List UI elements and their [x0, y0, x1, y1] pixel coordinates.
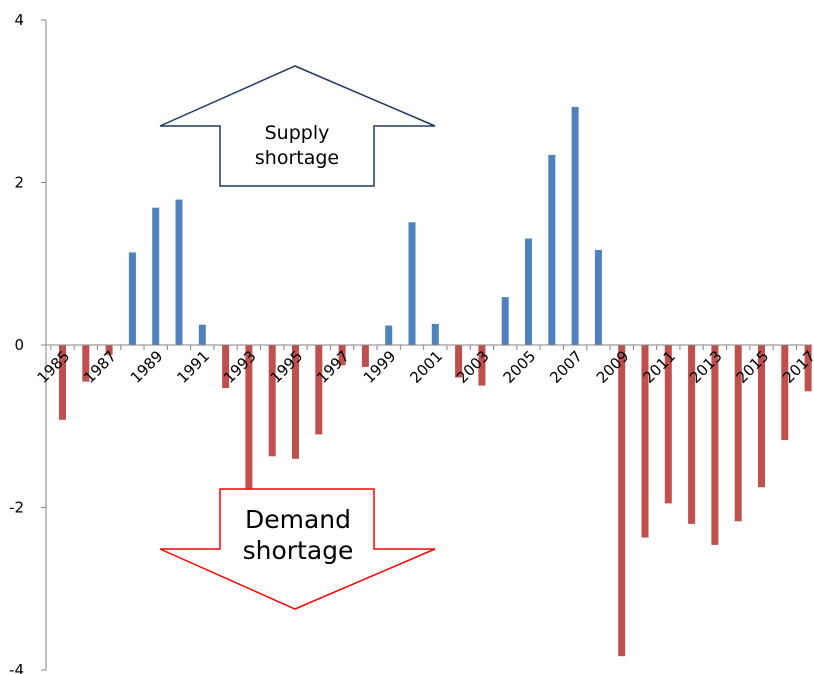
bar-2011: [664, 345, 672, 504]
bar-1986: [82, 345, 90, 382]
y-tick-label: 4: [14, 11, 24, 29]
y-tick-label: -2: [9, 499, 24, 517]
y-axis-ticks: 4 2 0 -2 -4: [9, 11, 46, 674]
bar-2005: [525, 238, 532, 345]
bar-2004: [501, 297, 509, 345]
bar-2012: [688, 345, 696, 524]
bar-2016: [781, 345, 789, 441]
x-tick-label: 1989: [127, 347, 167, 387]
x-tick-label: 2001: [406, 347, 446, 387]
bar-1997: [338, 345, 346, 366]
bar-1990: [175, 199, 183, 345]
bar-1988: [128, 252, 136, 345]
supply-arrow-shape: [159, 65, 436, 187]
supply-label-line2: shortage: [255, 147, 339, 169]
bar-1999: [385, 325, 393, 345]
bar-2001: [431, 323, 439, 345]
demand-shortage-arrow: Demand shortage: [159, 488, 436, 610]
x-tick-label: 1985: [34, 347, 74, 387]
demand-label-line1: Demand: [245, 505, 351, 534]
bar-1993: [245, 345, 253, 504]
bar-2017: [804, 345, 812, 392]
demand-label-line2: shortage: [243, 536, 354, 565]
bar-2002: [455, 345, 463, 378]
x-tick-label: 1991: [173, 347, 213, 387]
x-axis-ticks: 1985 1987 1989 1991 1993 1995 1997 1999 2001 2003…: [34, 345, 814, 387]
y-tick-label: 0: [14, 336, 24, 354]
bar-1995: [292, 345, 299, 459]
y-tick-label: -4: [9, 661, 24, 674]
bar-1998: [361, 345, 369, 367]
supply-shortage-arrow: Supply shortage: [159, 65, 436, 187]
bar-1985: [59, 345, 66, 420]
bar-2008: [594, 249, 602, 345]
bar-2013: [711, 345, 719, 545]
x-tick-label: 2007: [546, 347, 586, 387]
bar-1992: [222, 345, 230, 389]
bar-2000: [408, 222, 416, 345]
bar-1994: [268, 345, 276, 457]
bar-2010: [641, 345, 649, 538]
bar-2003: [478, 345, 486, 386]
y-tick-label: 2: [14, 174, 24, 192]
bar-2009: [618, 345, 626, 657]
bar-2015: [758, 345, 765, 488]
supply-label-line1: Supply: [265, 122, 330, 144]
bar-1989: [152, 207, 160, 345]
bar-1991: [198, 324, 206, 345]
bar-1987: [105, 345, 113, 355]
x-tick-label: 2005: [500, 347, 540, 387]
bar-2007: [571, 106, 579, 346]
bars-group: [59, 106, 812, 657]
demand-arrow-shape: [159, 488, 436, 610]
bar-2014: [734, 345, 742, 522]
bar-2006: [548, 154, 556, 345]
x-tick-label: 2009: [593, 347, 633, 387]
bar-1996: [315, 345, 323, 435]
